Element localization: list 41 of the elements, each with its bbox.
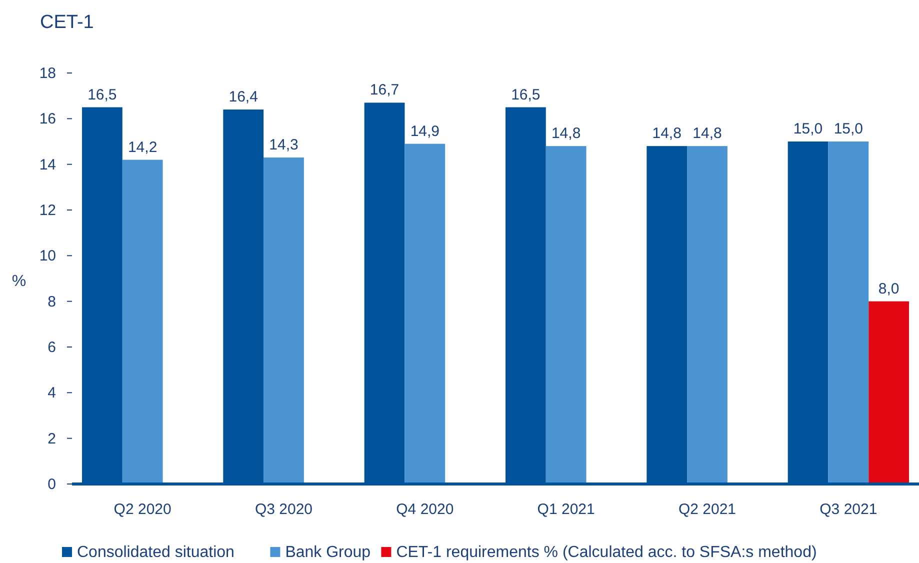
bar [122, 160, 163, 484]
x-tick-label: Q1 2021 [537, 501, 595, 518]
y-tick-label: 14 [39, 156, 56, 174]
y-tick-label: 18 [39, 65, 56, 82]
y-tick-label: 4 [48, 384, 56, 402]
y-tick-label: 8 [48, 293, 56, 310]
x-tick-label: Q3 2021 [820, 501, 878, 518]
y-tick-label: 16 [39, 110, 56, 128]
data-label: 16,7 [370, 82, 400, 99]
data-label: 14,8 [551, 125, 581, 142]
data-label: 14,9 [410, 122, 440, 140]
data-label: 15,0 [793, 120, 823, 138]
x-tick-label: Q2 2021 [678, 501, 736, 518]
data-label: 15,0 [834, 120, 864, 138]
data-label: 16,5 [88, 86, 117, 104]
chart-title: CET-1 [40, 12, 94, 33]
y-tick-label: 10 [39, 248, 56, 265]
data-label: 14,3 [269, 136, 298, 154]
x-tick-label: Q4 2020 [396, 501, 454, 518]
data-label: 14,2 [128, 138, 158, 156]
legend-label: CET-1 requirements % (Calculated acc. to SFSA:s method) [396, 544, 817, 561]
y-tick-label: 0 [48, 476, 56, 493]
bar [868, 301, 909, 484]
data-label: 16,5 [511, 86, 540, 104]
legend-label: Consolidated situation [77, 544, 234, 561]
legend-label: Bank Group [285, 544, 371, 561]
y-tick-label: 2 [48, 430, 56, 448]
data-label: 8,0 [878, 280, 900, 298]
bar [264, 157, 304, 484]
y-axis-title: % [12, 273, 26, 290]
x-tick-label: Q2 2020 [114, 501, 172, 518]
x-tick-label: Q3 2020 [254, 501, 313, 518]
y-tick-label: 12 [39, 202, 56, 219]
data-label: 16,4 [228, 88, 258, 106]
y-tick-label: 6 [48, 339, 56, 356]
data-label: 14,8 [652, 125, 682, 142]
bar [546, 146, 586, 484]
bar [828, 142, 869, 484]
bar [687, 146, 728, 484]
data-label: 14,8 [692, 125, 722, 142]
bar [404, 144, 446, 484]
